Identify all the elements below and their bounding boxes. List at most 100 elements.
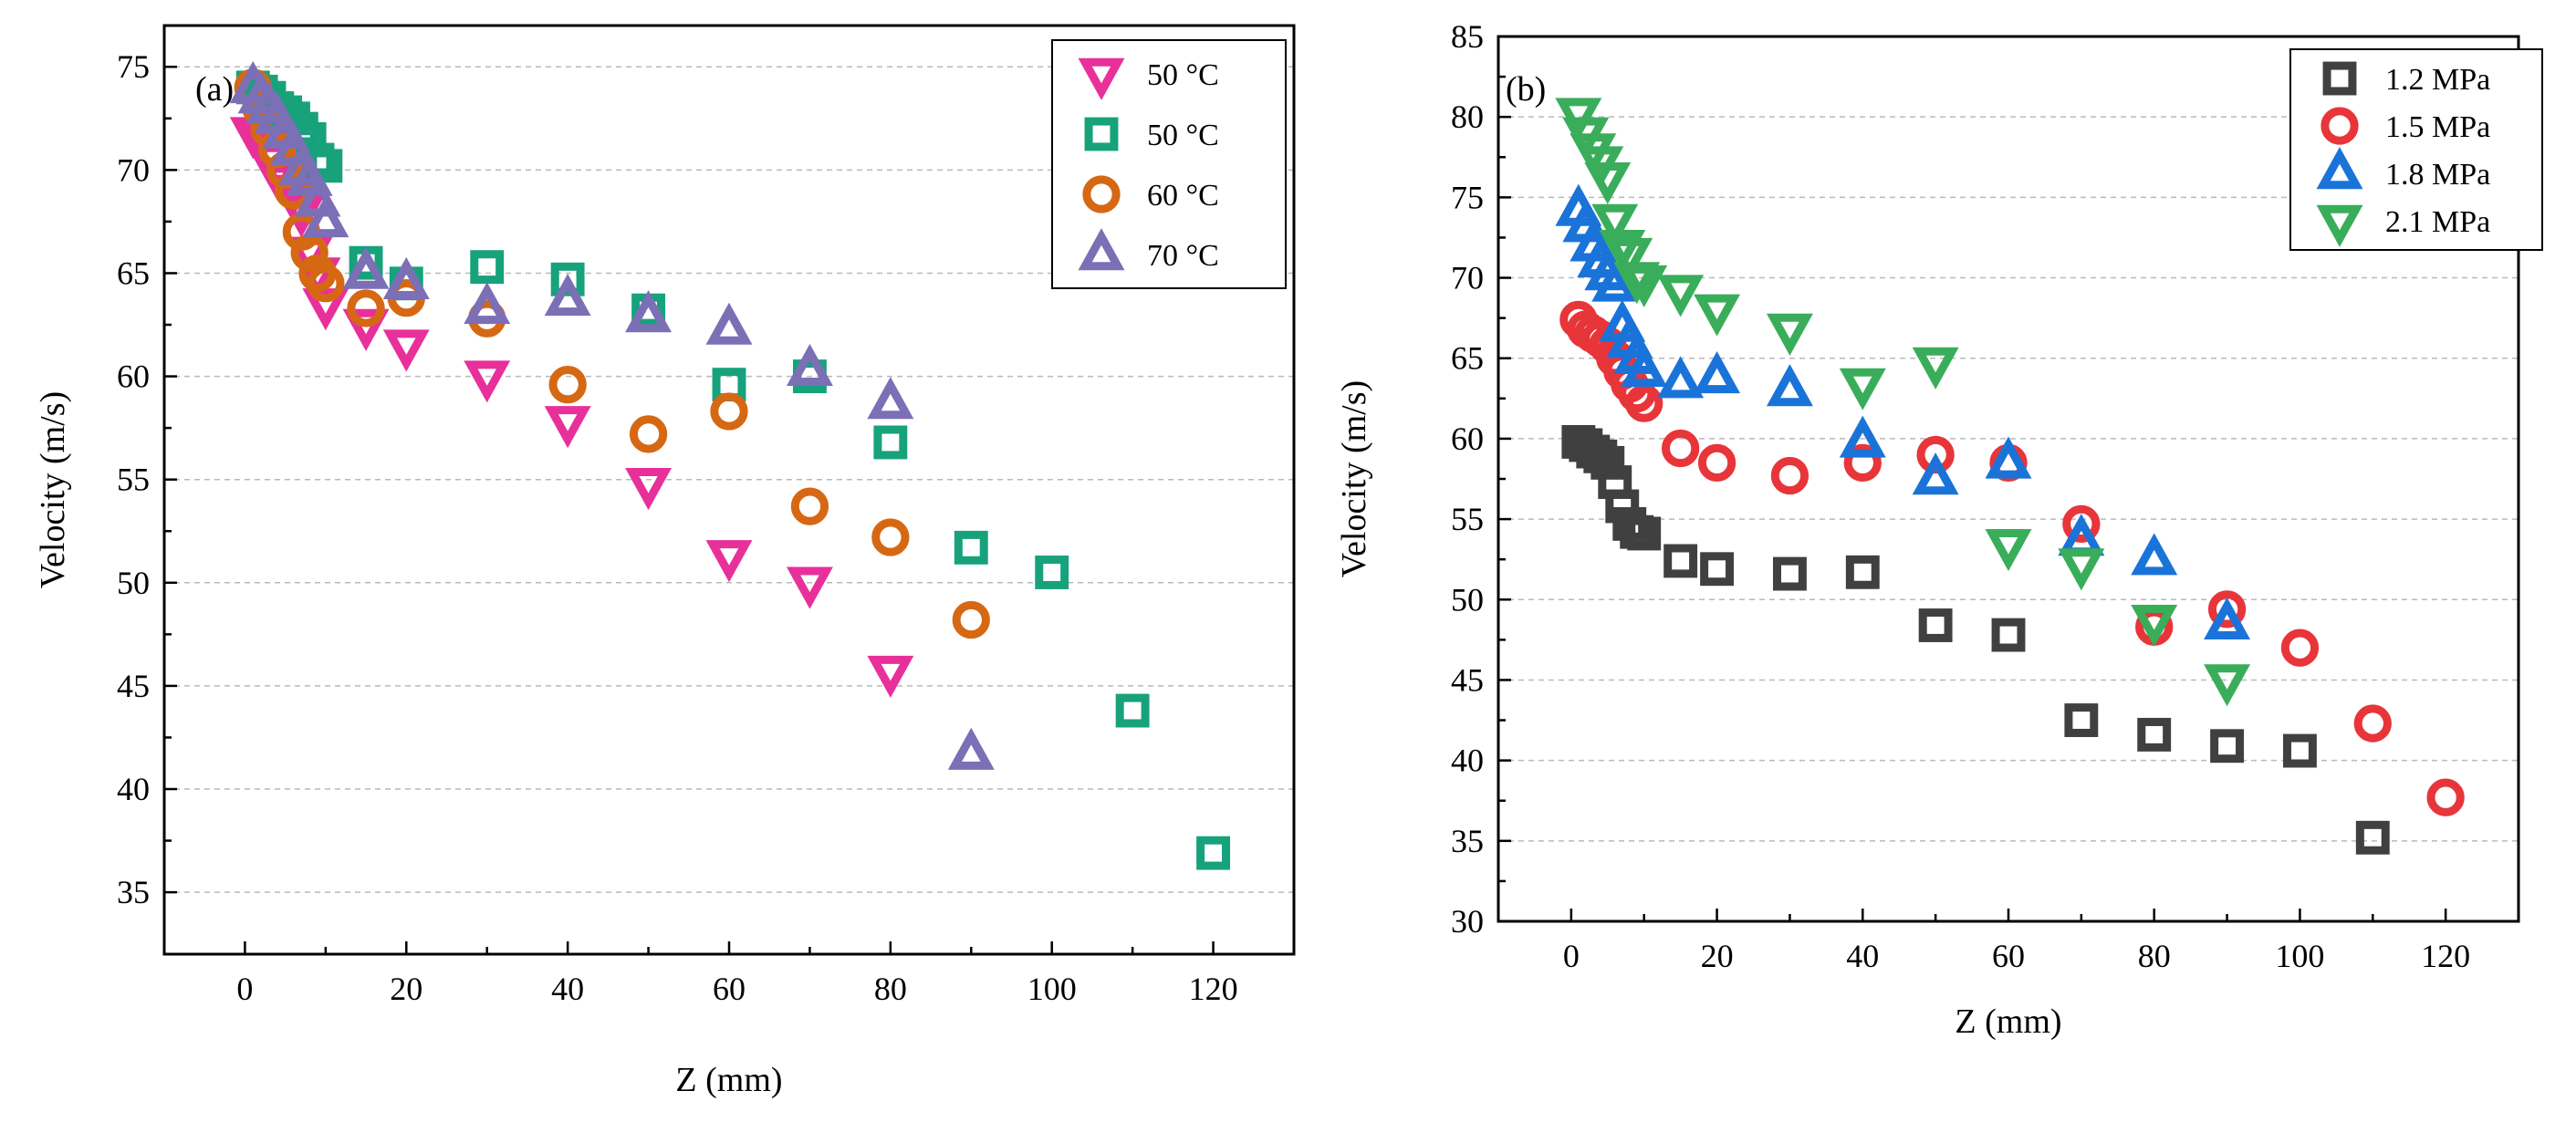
x-tick-label: 120 [2421,938,2470,974]
series-1-8-mpa: 1.8 MPa: (1, 74.2)1.8 MPa: (2, 73.2)1.8 … [1555,183,2251,639]
data-point: 1.2 MPa: (90, 40.9) [2210,729,2245,764]
x-tick-label: 40 [551,971,584,1007]
data-point: 50 °C: (40, 64.7) [550,262,585,296]
data-point: 1.8 MPa: (10, 64.2) [1621,344,1668,388]
data-points: 1.2 MPa: (1, 59.8)1.2 MPa: (2, 59.6)1.2 … [1555,98,2465,855]
data-point: 2.1 MPa: (6, 73.6) [1591,203,1639,246]
data-point: 50 °C: (30, 60) [464,360,511,403]
panel-b-chart: 30 35 40 45 50 55 60 65 70 75 80 85 0 20 40 60 80 100 120 Z… [1335,18,2543,1041]
x-tick-label: 120 [1189,971,1238,1007]
data-point: 1.8 MPa: (90, 48.5) [2204,597,2251,639]
grid-lines [164,66,1294,893]
series-60-c: 60 °C: (1, 74)60 °C: (2, 73)60 °C: (3, 7… [234,68,990,639]
data-point: 1.8 MPa: (80, 52.5) [2131,533,2178,576]
data-point: 1.5 MPa: (100, 47) [2280,629,2320,667]
legend-marker [2322,61,2357,96]
y-axis: 35 40 45 50 55 60 65 70 75 [117,48,177,910]
x-tick-label: 100 [1027,971,1077,1007]
legend-label: 1.8 MPa [2385,158,2490,192]
data-point: 2.1 MPa: (60, 53.4) [1985,529,2032,572]
data-point: 1.5 MPa: (15, 59.4) [1661,429,1700,468]
x-axis-title: Z (mm) [675,1061,782,1099]
data-point: 1.2 MPa: (70, 42.5) [2064,703,2099,737]
x-axis: 0 20 40 60 80 100 120 [236,941,1238,1007]
data-point: 2.1 MPa: (1, 80.2) [1555,98,1602,140]
y-tick-label: 30 [1451,903,1484,940]
series-70-c: 70 °C: (1, 74)70 °C: (2, 73.5)70 °C: (3,… [229,61,995,770]
x-tick-label: 60 [1992,938,2025,974]
y-axis-title: Velocity (m/s) [1335,380,1373,577]
y-tick-label: 60 [117,358,150,395]
legend-label: 2.1 MPa [2385,205,2490,239]
data-point: 70 °C: (10, 67.5) [302,195,349,238]
data-point: 1.8 MPa: (30, 63) [1766,364,1813,407]
data-point: 2.1 MPa: (30, 66.8) [1766,313,1813,356]
data-point: 1.8 MPa: (15, 63.5) [1657,356,1705,399]
data-point: 2.1 MPa: (10, 69.8) [1621,265,1668,307]
data-point: 60 °C: (70, 53.7) [790,487,829,525]
y-tick-label: 70 [1451,260,1484,296]
legend-box [2289,48,2543,251]
legend: 1.2 MPa 1.5 MPa 1.8 MPa 2.1 MPa [2289,48,2543,251]
data-point: 70 °C: (60, 62.3) [705,302,753,345]
y-tick-label: 60 [1451,421,1484,457]
data-point: 50 °C: (90, 51.7) [954,530,988,565]
data-point: 60 °C: (15, 63.3) [347,289,385,327]
x-tick-label: 60 [713,971,746,1007]
x-tick-label: 80 [874,971,907,1007]
data-point: 2.1 MPa: (5, 76.2) [1584,161,1632,205]
y-tick-label: 40 [117,771,150,807]
data-point: 1.8 MPa: (50, 57.5) [1912,452,1959,495]
data-point: 1.8 MPa: (60, 58.5) [1985,436,2032,479]
data-point: 1.5 MPa: (20, 58.5) [1697,443,1736,483]
data-point: 1.2 MPa: (20, 51.9) [1700,552,1735,587]
y-tick-label: 40 [1451,743,1484,779]
x-axis: 0 20 40 60 80 100 120 [1563,909,2470,974]
data-point: 60 °C: (40, 59.6) [548,365,587,404]
data-point: 60 °C: (50, 57.2) [629,415,668,453]
data-points: 50 °C: (1, 71.8)50 °C: (2, 71.6)50 °C: (… [229,61,1231,870]
x-tick-label: 80 [2138,938,2171,974]
data-point: 60 °C: (90, 48.2) [952,600,990,639]
data-point: 50 °C: (10, 63.5) [302,288,349,331]
data-point: 50 °C: (20, 61.5) [382,329,430,372]
data-point: 70 °C: (50, 62.9) [625,290,673,333]
panel-a-chart: 35 40 45 50 55 60 65 70 75 0 20 40 60 80 100 120 Z (mm) V… [34,24,1296,1099]
y-tick-label: 65 [117,255,150,291]
data-point: 1.2 MPa: (30, 51.6) [1772,556,1807,591]
data-point: 60 °C: (10, 64.5) [307,265,345,303]
data-point: 2.1 MPa: (20, 68) [1694,294,1741,337]
data-point: 50 °C: (80, 56.8) [873,425,908,460]
data-point: 2.1 MPa: (40, 63.4) [1839,368,1886,410]
series-2-1-mpa: 2.1 MPa: (1, 80.2)2.1 MPa: (2, 79)2.1 MP… [1555,98,2251,707]
legend: 50 °C 50 °C 60 °C 70 °C [1051,39,1287,289]
legend-label: 70 °C [1147,239,1219,273]
data-point: 70 °C: (40, 63.7) [544,274,591,317]
data-point: 1.2 MPa: (40, 51.7) [1845,555,1880,589]
legend-marker [2316,204,2363,247]
data-point: 1.2 MPa: (60, 47.8) [1991,618,2026,652]
data-point: 2.1 MPa: (70, 52.2) [2058,548,2105,591]
y-tick-label: 45 [117,668,150,704]
data-point: 2.1 MPa: (90, 45) [2204,664,2251,707]
data-point: 70 °C: (30, 63.3) [464,282,511,325]
y-axis: 30 35 40 45 50 55 60 65 70 75 80 85 [1451,18,1511,940]
x-tick-label: 0 [236,971,253,1007]
data-point: 70 °C: (70, 60.3) [786,343,833,387]
data-point: 50 °C: (60, 51.3) [705,540,753,583]
data-point: 70 °C: (20, 64.5) [382,256,430,300]
y-axis-title: Velocity (m/s) [34,391,72,588]
legend-marker [2320,107,2359,145]
y-tick-label: 45 [1451,661,1484,698]
y-tick-label: 75 [117,48,150,85]
legend-label: 60 °C [1147,179,1219,213]
series-1-2-mpa: 1.2 MPa: (1, 59.8)1.2 MPa: (2, 59.6)1.2 … [1561,424,2390,855]
y-tick-label: 55 [117,462,150,498]
y-tick-label: 55 [1451,501,1484,537]
data-point: 60 °C: (80, 52.2) [871,518,910,556]
legend-label: 1.2 MPa [2385,63,2490,97]
y-tick-label: 70 [117,151,150,188]
data-point: 1.8 MPa: (20, 63.8) [1694,351,1741,394]
legend-marker [1078,228,1125,271]
y-tick-label: 35 [1451,823,1484,859]
